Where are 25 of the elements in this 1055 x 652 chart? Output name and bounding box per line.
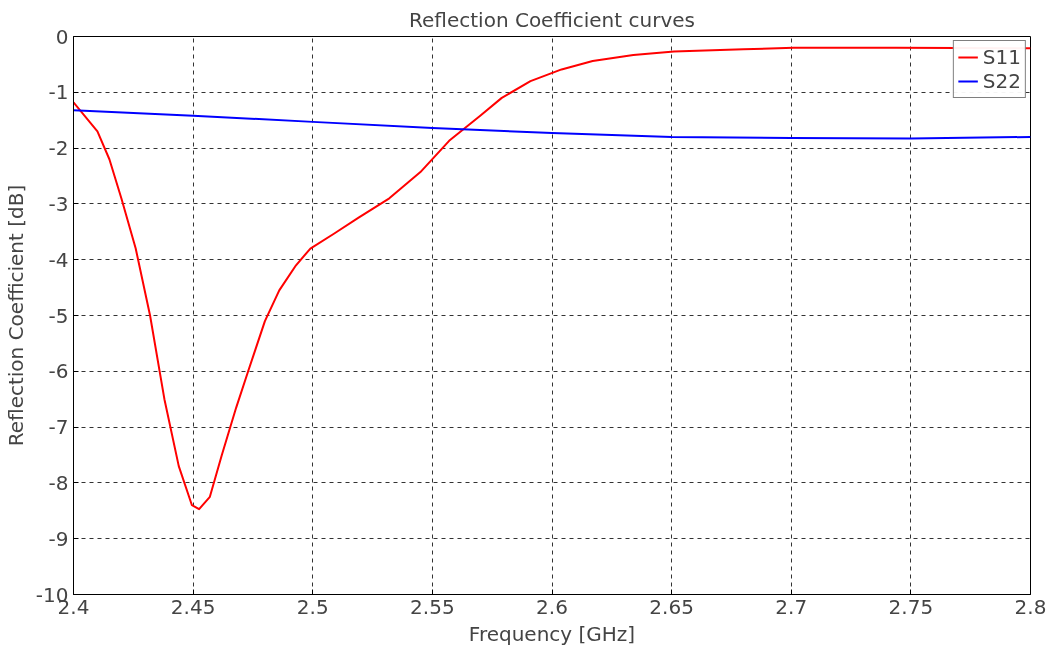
y-tick-label: 0 [55, 24, 69, 49]
x-tick-label: 2.45 [170, 594, 216, 619]
x-tick-label: 2.7 [775, 594, 808, 619]
x-tick-label: 2.8 [1014, 594, 1047, 619]
y-tick-label: -6 [48, 359, 69, 384]
legend-label: S11 [982, 45, 1021, 69]
y-tick-label: -1 [48, 80, 69, 105]
line-series [73, 46, 1031, 511]
y-tick-label: -3 [48, 191, 69, 216]
x-tick-label: 2.75 [888, 594, 934, 619]
y-tick-label: -4 [48, 247, 69, 272]
line-series [73, 109, 1031, 140]
y-tick-label: -2 [48, 136, 69, 161]
chart-title: Reflection Coefficient curves [409, 7, 695, 32]
y-tick-label: -9 [48, 526, 69, 551]
x-axis-title: Frequency [GHz] [468, 621, 636, 646]
y-tick-label: -7 [48, 415, 69, 440]
y-axis-title: Reflection Coefficient [dB] [3, 184, 28, 447]
x-tick-label: 2.5 [296, 594, 329, 619]
y-tick-label: -8 [48, 470, 69, 495]
legend-label: S22 [982, 69, 1021, 93]
x-tick-label: 2.55 [410, 594, 455, 619]
y-tick-label: -5 [48, 303, 69, 328]
x-tick-label: 2.6 [536, 594, 568, 619]
x-tick-label: 2.65 [649, 594, 694, 619]
